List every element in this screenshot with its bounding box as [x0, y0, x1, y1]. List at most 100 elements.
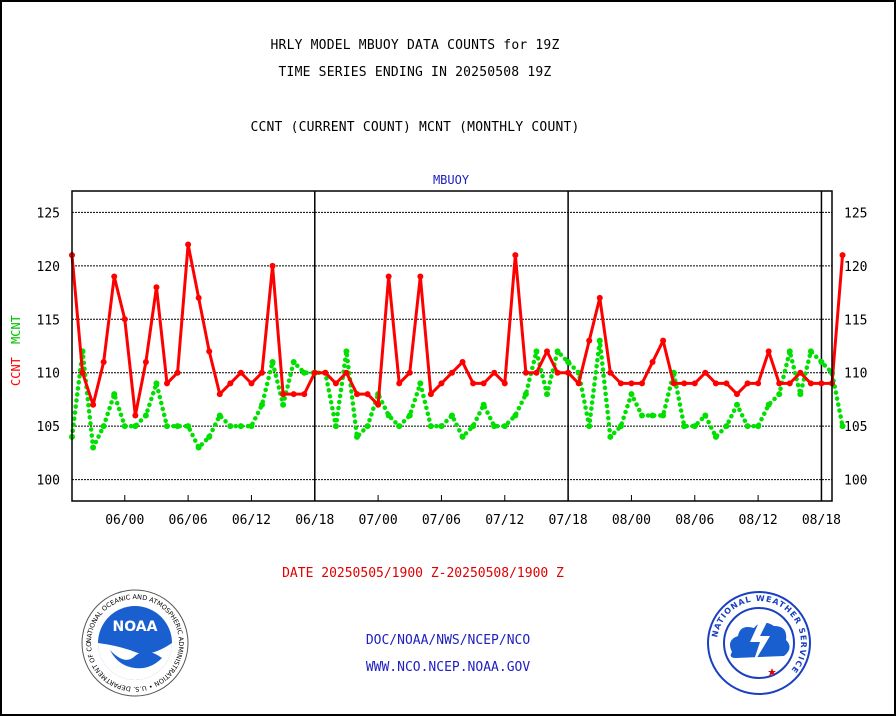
ccnt-point	[639, 380, 645, 387]
mcnt-point	[797, 391, 804, 398]
mcnt-point	[206, 433, 213, 440]
grid-lines	[72, 211, 832, 481]
ccnt-point	[565, 369, 572, 376]
mcnt-point	[185, 423, 192, 430]
noaa-logo-text: NOAA	[113, 619, 158, 635]
mcnt-point	[533, 348, 540, 355]
ccnt-point	[332, 380, 339, 387]
y-tick-right-115: 115	[844, 313, 867, 328]
ccnt-point	[544, 348, 550, 355]
agency-path-link[interactable]: DOC/NOAA/NWS/NCEP/NCO	[365, 633, 531, 648]
ccnt-point	[385, 273, 392, 280]
noaa-logo-icon[interactable]: NOAA NATIONAL OCEANIC AND ATMOSPHERIC AD…	[80, 588, 190, 698]
plot-border	[71, 190, 833, 502]
mcnt-point	[237, 423, 244, 430]
mcnt-point	[174, 423, 181, 430]
chart-title-line-2: TIME SERIES ENDING IN 20250508 19Z	[278, 65, 552, 80]
ccnt-point	[164, 380, 170, 387]
ccnt-point	[90, 401, 97, 408]
ccnt-line	[70, 242, 845, 417]
mcnt-point	[702, 412, 709, 419]
mcnt-point	[417, 380, 424, 387]
ccnt-point	[797, 369, 804, 376]
ccnt-point	[396, 380, 403, 387]
day-separators	[314, 191, 823, 501]
ccnt-point	[259, 369, 265, 376]
mcnt-point	[259, 401, 265, 408]
y-tick-left-120: 120	[37, 260, 60, 275]
ccnt-point	[786, 380, 793, 387]
ccnt-point	[818, 380, 825, 387]
mcnt-point	[755, 423, 762, 430]
mbuoy-label: MBUOY	[433, 173, 470, 187]
mcnt-point	[132, 423, 139, 430]
x-tick-label-07/06: 07/06	[422, 513, 461, 528]
nws-logo-icon[interactable]: NATIONAL WEATHER SERVICE	[706, 590, 812, 696]
ccnt-point	[301, 391, 308, 398]
ccnt-point	[607, 369, 614, 376]
y-axis-label-ccnt: CCNT	[9, 357, 23, 386]
ccnt-point	[206, 348, 213, 355]
ccnt-point	[554, 369, 561, 376]
ccnt-point	[744, 380, 751, 387]
mcnt-point	[617, 423, 624, 430]
x-tick-label-07/00: 07/00	[359, 513, 398, 528]
mcnt-point	[691, 423, 698, 430]
mcnt-point	[269, 359, 276, 366]
ccnt-point	[237, 369, 244, 376]
ccnt-point	[670, 380, 677, 387]
mcnt-point	[554, 348, 561, 355]
mcnt-point	[818, 359, 825, 366]
ccnt-point	[501, 380, 508, 387]
mcnt-point	[765, 401, 772, 408]
ccnt-point	[839, 252, 846, 259]
mcnt-point	[744, 423, 751, 430]
ccnt-point	[111, 273, 118, 280]
mcnt-point	[343, 348, 350, 355]
mcnt-point	[565, 359, 572, 366]
ccnt-point	[185, 241, 192, 248]
mcnt-point	[364, 423, 371, 430]
mcnt-point	[839, 423, 846, 430]
ccnt-point	[776, 380, 783, 387]
ccnt-point	[691, 380, 698, 387]
mcnt-point	[807, 348, 814, 355]
ccnt-point	[322, 369, 329, 376]
y-axis-label-mcnt: MCNT	[9, 315, 23, 344]
ccnt-point	[712, 380, 719, 387]
ccnt-point	[575, 380, 582, 387]
x-tick-label-08/18: 08/18	[802, 513, 841, 528]
tick-labels: 100 100 105 105 110 110 115 115 120 120 125 125 06/0…	[37, 206, 868, 528]
ccnt-point	[153, 284, 160, 291]
x-tick-label-06/06: 06/06	[169, 513, 208, 528]
ccnt-point	[121, 316, 128, 323]
ccnt-point	[628, 380, 635, 387]
ccnt-point	[343, 369, 350, 376]
mcnt-point	[723, 423, 730, 430]
ccnt-point	[459, 359, 466, 366]
ccnt-point	[734, 391, 740, 398]
ccnt-point	[438, 380, 445, 387]
website-link[interactable]: WWW.NCO.NCEP.NOAA.GOV	[365, 660, 531, 675]
mcnt-point	[354, 433, 360, 440]
mcnt-point	[776, 391, 783, 398]
ccnt-point	[702, 369, 709, 376]
ccnt-point	[765, 348, 772, 355]
mcnt-point	[438, 423, 445, 430]
y-tick-right-120: 120	[844, 260, 867, 275]
ccnt-point	[406, 369, 413, 376]
mcnt-point	[491, 423, 498, 430]
y-tick-left-125: 125	[37, 206, 60, 221]
mcnt-point	[427, 423, 434, 430]
mcnt-point	[301, 369, 308, 376]
y-tick-right-125: 125	[844, 206, 867, 221]
mcnt-point	[280, 401, 287, 408]
mcnt-point	[639, 412, 645, 419]
mcnt-point	[512, 412, 519, 419]
date-range: DATE 20250505/1900 Z-20250508/1900 Z	[282, 566, 564, 581]
ccnt-point	[649, 359, 656, 366]
ccnt-point	[79, 369, 86, 376]
mcnt-point	[786, 348, 793, 355]
ccnt-point	[586, 337, 593, 344]
